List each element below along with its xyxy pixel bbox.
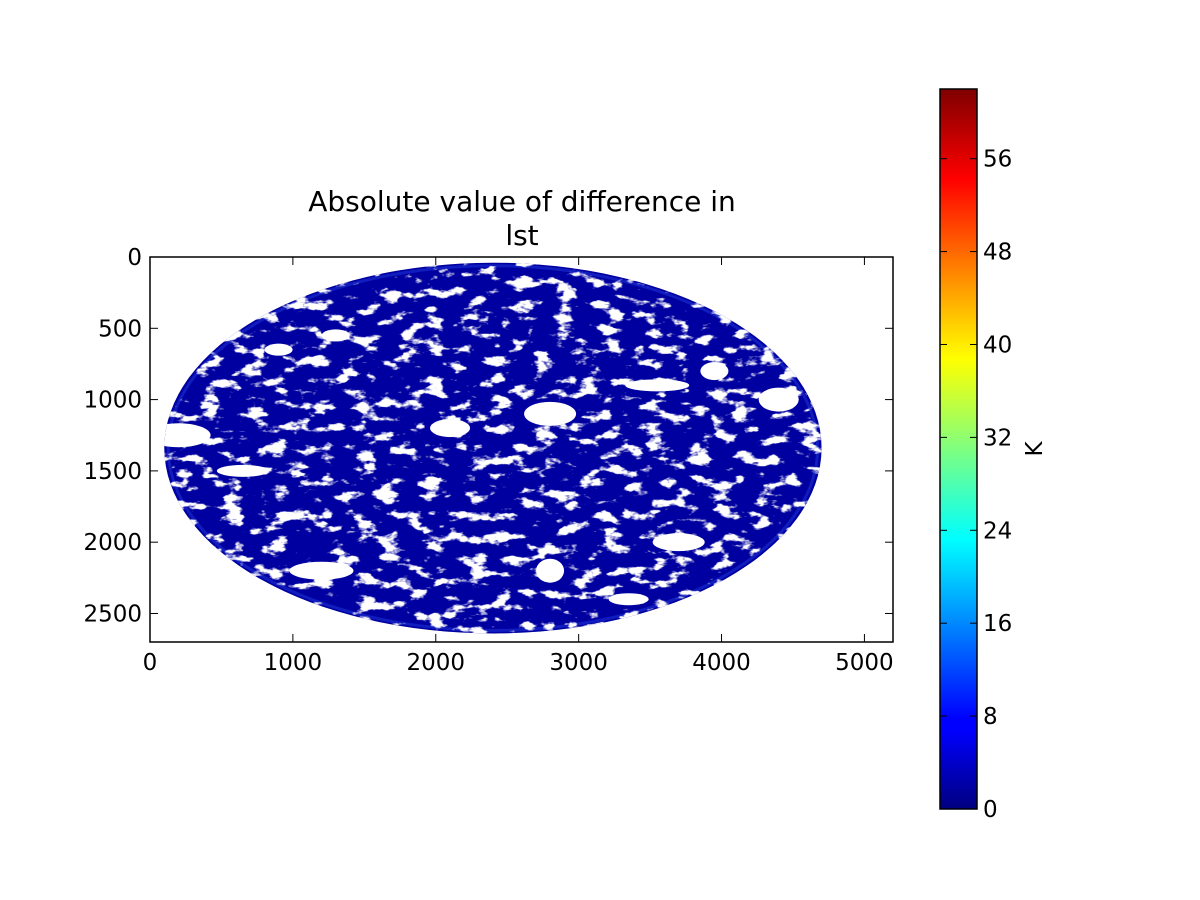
missing-data-region (700, 362, 729, 381)
x-tick-label: 1000 (264, 650, 323, 676)
x-tick-label: 0 (143, 650, 158, 676)
missing-data-region (608, 593, 649, 606)
colorbar-frame (939, 88, 978, 810)
colorbar-tick-label: 40 (983, 332, 1012, 358)
missing-data-region (536, 558, 565, 583)
y-axis: 0 500 1000 1500 2000 2500 (83, 245, 893, 627)
missing-data-regions (164, 262, 822, 634)
y-tick-label: 2500 (83, 601, 142, 627)
missing-data-region (625, 379, 690, 392)
y-tick-label: 1000 (83, 388, 142, 414)
colorbar-ticks: 0 8 16 24 32 40 48 56 (940, 147, 1012, 823)
y-tick-label: 500 (98, 316, 142, 342)
chart-title-line-1: Absolute value of difference in (308, 185, 736, 218)
chart-title-line-2: lst (505, 219, 538, 252)
missing-data-region (758, 387, 799, 412)
missing-data-region (289, 561, 354, 580)
missing-data-region (264, 343, 293, 356)
colorbar-tick-label: 48 (983, 240, 1012, 266)
colorbar-tick-label: 16 (983, 611, 1012, 637)
missing-data-region (430, 419, 471, 438)
missing-data-region (321, 329, 350, 342)
missing-data-region (164, 423, 211, 448)
x-tick-label: 3000 (549, 650, 608, 676)
x-tick-label: 5000 (835, 650, 894, 676)
colorbar: 0 8 16 24 32 40 48 56 K (939, 88, 1048, 823)
y-tick-label: 2000 (83, 530, 142, 556)
missing-data-region (652, 533, 705, 552)
colorbar-tick-label: 0 (983, 797, 998, 823)
x-axis: 0 1000 2000 3000 4000 5000 (143, 257, 894, 676)
x-tick-label: 2000 (406, 650, 465, 676)
colorbar-tick-label: 8 (983, 704, 998, 730)
y-tick-label: 1500 (83, 459, 142, 485)
missing-data-region (524, 401, 577, 426)
colorbar-tick-label: 32 (983, 425, 1012, 451)
x-tick-label: 4000 (692, 650, 751, 676)
plot-area: 0 1000 2000 3000 4000 5000 0 500 1000 1500 2000 25… (83, 245, 894, 676)
y-tick-label: 0 (127, 245, 142, 271)
colorbar-tick-label: 24 (983, 518, 1012, 544)
colorbar-tick-label: 56 (983, 147, 1012, 173)
missing-data-texture (164, 262, 822, 634)
colorbar-gradient (940, 89, 977, 809)
colorbar-label: K (1022, 441, 1048, 457)
missing-data-region (216, 464, 269, 477)
plot-frame (149, 256, 894, 643)
